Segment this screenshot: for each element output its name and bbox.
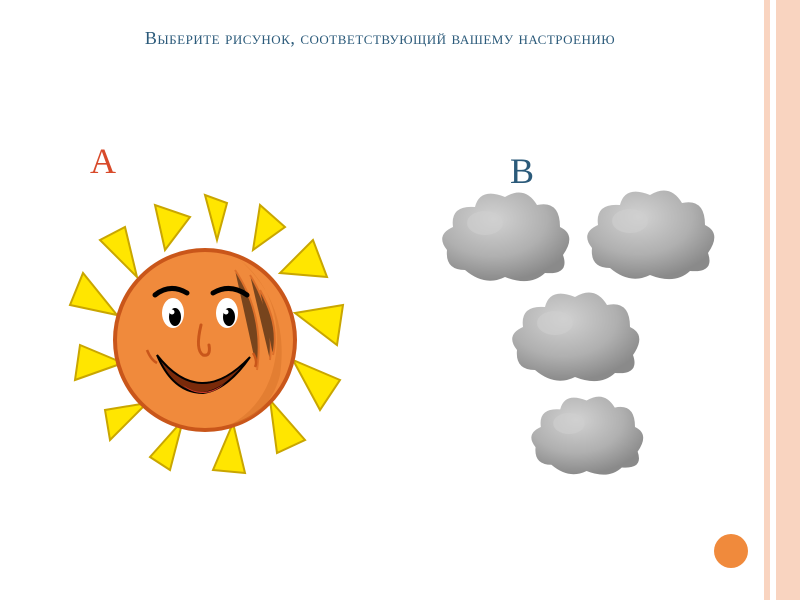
option-b-clouds[interactable] (420, 175, 730, 485)
nav-dot[interactable] (714, 534, 748, 568)
clouds-icon (420, 175, 730, 485)
option-a-label: А (90, 140, 116, 182)
page-title: Выберите рисунок, соответствующий вашему… (0, 26, 760, 50)
side-accent-inner (764, 0, 770, 600)
side-accent-outer (776, 0, 800, 600)
option-a-sun[interactable] (55, 185, 355, 485)
sun-icon (55, 185, 355, 485)
